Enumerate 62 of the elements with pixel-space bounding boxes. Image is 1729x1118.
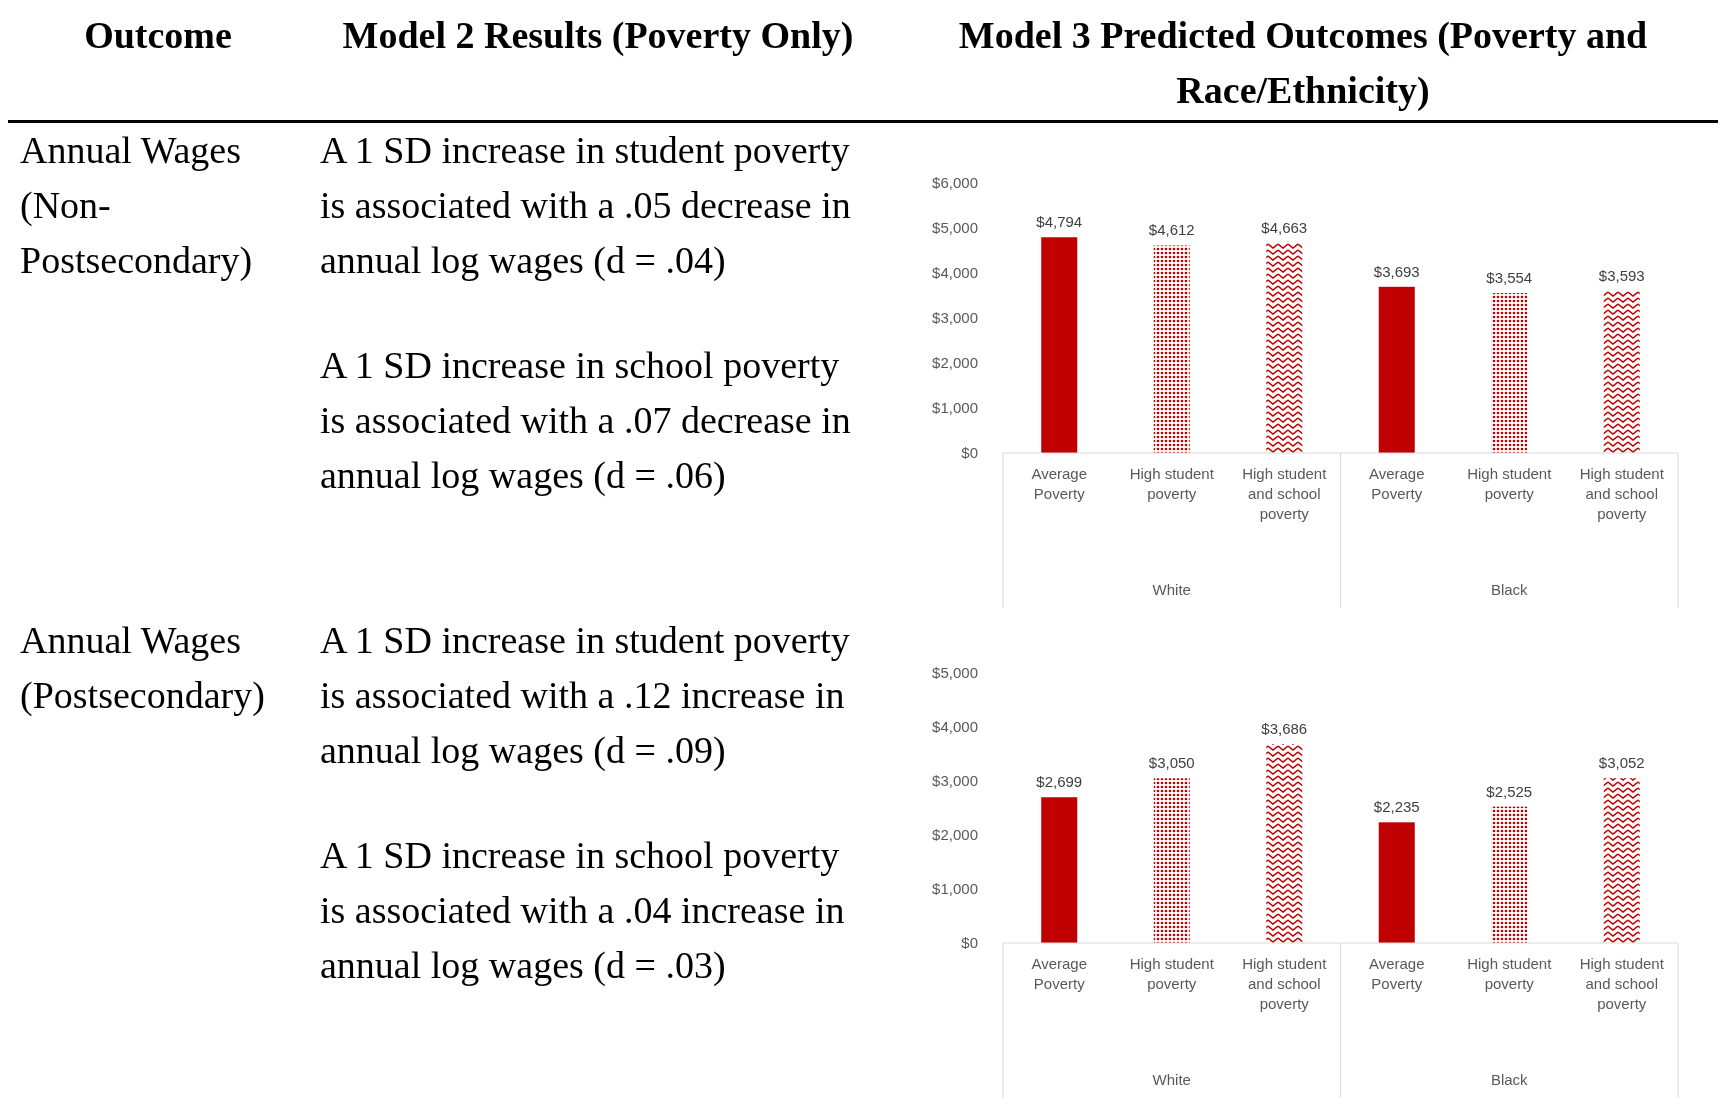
x-tick-label: High student poverty — [1129, 465, 1215, 502]
y-tick-label: $1,000 — [932, 399, 978, 417]
y-tick-label: $1,000 — [932, 880, 978, 898]
y-tick-label: $5,000 — [932, 664, 978, 682]
y-tick-label: $3,000 — [932, 309, 978, 327]
data-label: $3,052 — [1598, 754, 1645, 772]
text: Outcome — [83, 13, 233, 58]
bar — [1041, 797, 1078, 943]
data-label: $2,699 — [1036, 773, 1083, 791]
x-tick-label: Average Poverty — [1368, 955, 1425, 992]
y-tick-label: $5,000 — [932, 219, 978, 237]
bar — [1603, 778, 1640, 943]
text: White — [1152, 1071, 1191, 1088]
y-tick-label: $6,000 — [932, 174, 978, 192]
x-tick-label: High student poverty — [1129, 955, 1215, 992]
x-tick-label: High student poverty — [1467, 465, 1553, 502]
bar — [1266, 243, 1303, 453]
y-tick-label: $4,000 — [932, 264, 978, 282]
bar — [1153, 778, 1190, 943]
x-tick-label: High student and school poverty — [1242, 465, 1328, 522]
data-label: $4,663 — [1261, 219, 1308, 237]
bar — [1491, 293, 1528, 453]
text: A 1 SD increase in student poverty is associated with a .05 decrease in annual log wages (d = .04) — [320, 128, 852, 283]
bar — [1603, 291, 1640, 453]
data-label: $3,593 — [1598, 267, 1645, 285]
bar — [1153, 245, 1190, 453]
text: A 1 SD increase in school poverty is associated with a .07 decrease in annual log wages (d = .06) — [320, 343, 852, 498]
data-label: $4,612 — [1148, 221, 1195, 239]
x-tick-label: High student poverty — [1467, 955, 1553, 992]
y-tick-label: $3,000 — [932, 772, 978, 790]
data-label: $4,794 — [1036, 213, 1083, 231]
text: White — [1152, 581, 1191, 598]
x-tick-label: High student and school poverty — [1579, 465, 1665, 522]
text: Annual Wages (Non-Postsecondary) — [19, 128, 254, 283]
y-tick-label: $2,000 — [932, 826, 978, 844]
x-tick-label: Average Poverty — [1368, 465, 1425, 502]
data-label: $2,525 — [1486, 782, 1533, 800]
data-label: $3,693 — [1373, 262, 1420, 280]
data-label: $3,686 — [1261, 719, 1308, 737]
x-tick-label: High student and school poverty — [1242, 955, 1328, 1012]
bar — [1041, 237, 1078, 453]
text: Black — [1490, 1071, 1529, 1088]
y-tick-label: $0 — [961, 934, 978, 952]
bar — [1491, 806, 1528, 943]
data-label: $3,050 — [1148, 754, 1195, 772]
y-tick-label: $2,000 — [932, 354, 978, 372]
x-tick-label: Average Poverty — [1031, 465, 1088, 502]
y-tick-label: $4,000 — [932, 718, 978, 736]
text: Annual Wages (Postsecondary) — [19, 618, 266, 718]
bar — [1266, 743, 1303, 943]
text: A 1 SD increase in school poverty is associated with a .04 increase in annual log wages (d = .03) — [320, 833, 846, 988]
data-label: $3,554 — [1486, 269, 1533, 287]
bar — [1378, 286, 1415, 453]
y-tick-label: $0 — [961, 444, 978, 462]
data-label: $2,235 — [1373, 798, 1420, 816]
x-tick-label: Average Poverty — [1031, 955, 1088, 992]
text: Model 3 Predicted Outcomes (Poverty and Race/Ethnicity) — [957, 13, 1649, 113]
text: Model 2 Results (Poverty Only) — [341, 13, 855, 58]
x-tick-label: High student and school poverty — [1579, 955, 1665, 1012]
bar — [1378, 822, 1415, 943]
text: A 1 SD increase in student poverty is associated with a .12 increase in annual log wages (d = .09) — [320, 618, 851, 773]
text: Black — [1490, 581, 1529, 598]
